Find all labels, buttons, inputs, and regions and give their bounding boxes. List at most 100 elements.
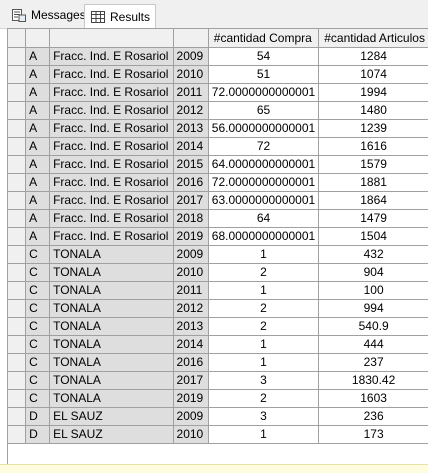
table-cell[interactable]: A: [25, 137, 51, 156]
table-cell[interactable]: 68.0000000000001: [208, 227, 320, 246]
table-cell[interactable]: 2014: [173, 335, 209, 354]
table-row[interactable]: C TONALA 2016 1 237: [8, 353, 428, 372]
corner-cell[interactable]: [8, 29, 27, 48]
row-header[interactable]: [8, 245, 27, 264]
row-header[interactable]: [8, 65, 27, 84]
column-header[interactable]: [25, 29, 51, 48]
row-header[interactable]: [8, 155, 27, 174]
table-cell[interactable]: Fracc. Ind. E Rosariol: [49, 101, 174, 120]
table-cell[interactable]: 1: [208, 335, 320, 354]
table-cell[interactable]: A: [25, 209, 51, 228]
table-cell[interactable]: 63.0000000000001: [208, 191, 320, 210]
table-cell[interactable]: 2011: [173, 83, 209, 102]
table-cell[interactable]: 1239: [318, 119, 428, 138]
table-cell[interactable]: D: [25, 425, 51, 444]
row-header[interactable]: [8, 263, 27, 282]
table-cell[interactable]: A: [25, 65, 51, 84]
table-cell[interactable]: 72: [208, 137, 320, 156]
table-cell[interactable]: 994: [318, 299, 428, 318]
column-header[interactable]: #cantidad Compra: [208, 29, 320, 48]
column-header[interactable]: [49, 29, 174, 48]
table-cell[interactable]: TONALA: [49, 281, 174, 300]
row-header[interactable]: [8, 335, 27, 354]
table-cell[interactable]: 1479: [318, 209, 428, 228]
table-cell[interactable]: 2012: [173, 299, 209, 318]
table-cell[interactable]: A: [25, 155, 51, 174]
table-cell[interactable]: C: [25, 281, 51, 300]
row-header[interactable]: [8, 353, 27, 372]
table-cell[interactable]: TONALA: [49, 353, 174, 372]
table-cell[interactable]: 1579: [318, 155, 428, 174]
table-cell[interactable]: 2019: [173, 389, 209, 408]
table-row[interactable]: C TONALA 2014 1 444: [8, 335, 428, 354]
row-header[interactable]: [8, 407, 27, 426]
table-cell[interactable]: C: [25, 335, 51, 354]
tab-results[interactable]: Results: [84, 4, 156, 29]
table-cell[interactable]: A: [25, 47, 51, 66]
table-cell[interactable]: 64.0000000000001: [208, 155, 320, 174]
table-cell[interactable]: 2015: [173, 155, 209, 174]
table-cell[interactable]: TONALA: [49, 335, 174, 354]
table-cell[interactable]: 3: [208, 371, 320, 390]
table-cell[interactable]: 2017: [173, 191, 209, 210]
table-cell[interactable]: 237: [318, 353, 428, 372]
table-cell[interactable]: TONALA: [49, 245, 174, 264]
table-row[interactable]: A Fracc. Ind. E Rosariol 2015 64.0000000000…: [8, 155, 428, 174]
table-cell[interactable]: TONALA: [49, 389, 174, 408]
table-cell[interactable]: 2: [208, 389, 320, 408]
table-cell[interactable]: 1284: [318, 47, 428, 66]
row-header[interactable]: [8, 299, 27, 318]
table-cell[interactable]: 3: [208, 407, 320, 426]
table-cell[interactable]: 1: [208, 425, 320, 444]
tab-messages[interactable]: Messages: [6, 4, 86, 26]
results-grid[interactable]: #cantidad Compra #cantidad Articulos A Fr…: [7, 28, 428, 465]
row-header[interactable]: [8, 425, 27, 444]
row-header[interactable]: [8, 281, 27, 300]
table-cell[interactable]: 1504: [318, 227, 428, 246]
table-cell[interactable]: Fracc. Ind. E Rosariol: [49, 83, 174, 102]
table-cell[interactable]: 2012: [173, 101, 209, 120]
table-row[interactable]: D EL SAUZ 2010 1 173: [8, 425, 428, 444]
table-cell[interactable]: A: [25, 119, 51, 138]
table-cell[interactable]: 100: [318, 281, 428, 300]
table-cell[interactable]: Fracc. Ind. E Rosariol: [49, 47, 174, 66]
table-cell[interactable]: 2: [208, 317, 320, 336]
table-cell[interactable]: 1603: [318, 389, 428, 408]
table-cell[interactable]: Fracc. Ind. E Rosariol: [49, 155, 174, 174]
table-cell[interactable]: Fracc. Ind. E Rosariol: [49, 227, 174, 246]
table-cell[interactable]: 444: [318, 335, 428, 354]
table-cell[interactable]: 72.0000000000001: [208, 173, 320, 192]
row-header[interactable]: [8, 101, 27, 120]
table-cell[interactable]: 2013: [173, 317, 209, 336]
row-header[interactable]: [8, 389, 27, 408]
row-header[interactable]: [8, 83, 27, 102]
table-row[interactable]: C TONALA 2010 2 904: [8, 263, 428, 282]
table-cell[interactable]: 1074: [318, 65, 428, 84]
table-cell[interactable]: 2: [208, 263, 320, 282]
table-row[interactable]: A Fracc. Ind. E Rosariol 2019 68.0000000000…: [8, 227, 428, 246]
table-cell[interactable]: Fracc. Ind. E Rosariol: [49, 191, 174, 210]
table-row[interactable]: A Fracc. Ind. E Rosariol 2013 56.0000000000…: [8, 119, 428, 138]
table-cell[interactable]: 2010: [173, 425, 209, 444]
table-cell[interactable]: C: [25, 353, 51, 372]
table-cell[interactable]: A: [25, 83, 51, 102]
row-header[interactable]: [8, 371, 27, 390]
row-header[interactable]: [8, 119, 27, 138]
row-header[interactable]: [8, 317, 27, 336]
table-cell[interactable]: TONALA: [49, 371, 174, 390]
table-cell[interactable]: C: [25, 317, 51, 336]
table-cell[interactable]: C: [25, 263, 51, 282]
table-cell[interactable]: 432: [318, 245, 428, 264]
table-row[interactable]: A Fracc. Ind. E Rosariol 2010 51 1074: [8, 65, 428, 84]
table-cell[interactable]: 54: [208, 47, 320, 66]
table-cell[interactable]: 2009: [173, 245, 209, 264]
column-header[interactable]: [173, 29, 209, 48]
table-cell[interactable]: 1: [208, 245, 320, 264]
table-cell[interactable]: Fracc. Ind. E Rosariol: [49, 119, 174, 138]
row-header[interactable]: [8, 227, 27, 246]
table-row[interactable]: C TONALA 2012 2 994: [8, 299, 428, 318]
table-cell[interactable]: A: [25, 191, 51, 210]
table-row[interactable]: A Fracc. Ind. E Rosariol 2011 72.0000000000…: [8, 83, 428, 102]
row-header[interactable]: [8, 137, 27, 156]
table-row[interactable]: A Fracc. Ind. E Rosariol 2018 64 1479: [8, 209, 428, 228]
